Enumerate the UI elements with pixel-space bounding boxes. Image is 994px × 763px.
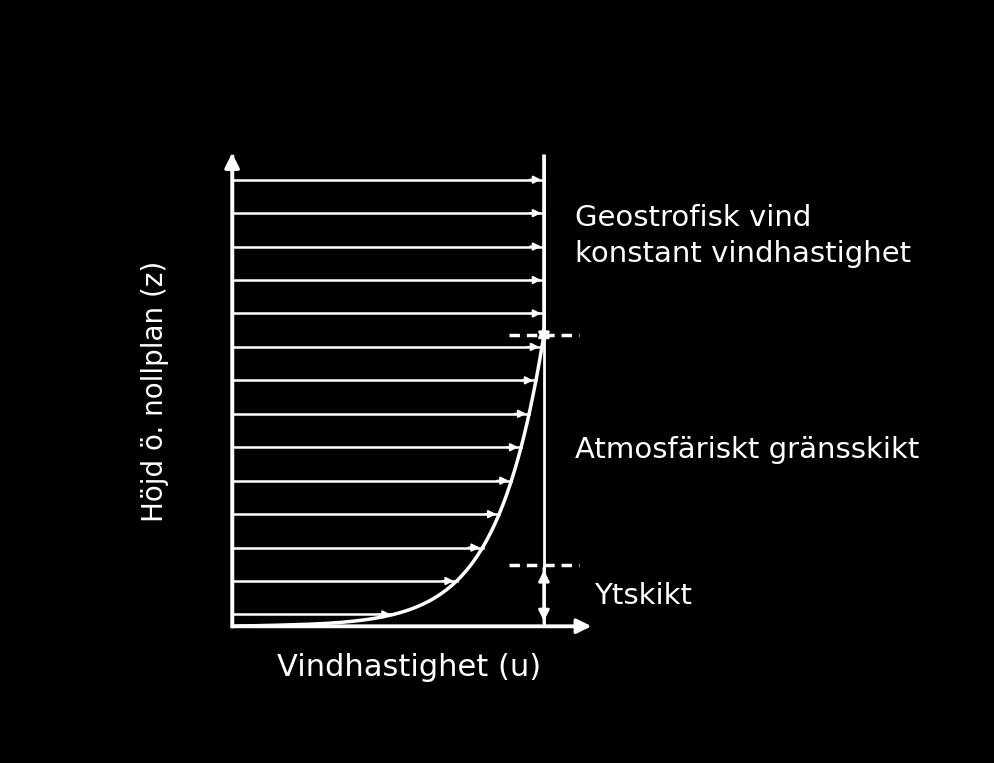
- Text: Ytskikt: Ytskikt: [594, 581, 692, 610]
- Text: Vindhastighet (u): Vindhastighet (u): [277, 653, 542, 682]
- Text: Atmosfäriskt gränsskikt: Atmosfäriskt gränsskikt: [575, 436, 919, 464]
- Text: Geostrofisk vind
konstant vindhastighet: Geostrofisk vind konstant vindhastighet: [575, 204, 911, 269]
- Text: Höjd ö. nollplan (z): Höjd ö. nollplan (z): [141, 261, 169, 522]
